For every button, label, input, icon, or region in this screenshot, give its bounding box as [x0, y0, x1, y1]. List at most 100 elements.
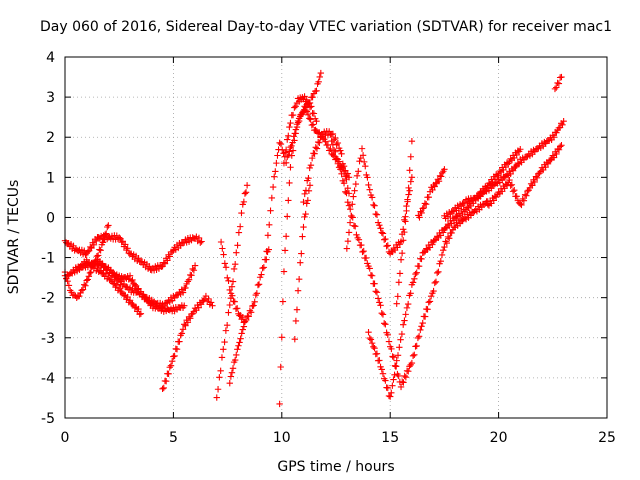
data-point	[249, 302, 256, 310]
data-point	[291, 335, 299, 343]
data-point	[231, 356, 239, 364]
data-point	[197, 239, 204, 246]
data-point	[377, 302, 384, 309]
data-point	[313, 145, 321, 152]
data-point	[372, 210, 379, 218]
data-point	[274, 152, 281, 159]
data-point	[554, 79, 561, 87]
data-point	[281, 149, 289, 156]
data-point	[533, 174, 541, 181]
data-point	[81, 281, 88, 288]
data-point	[291, 104, 298, 111]
tick-layer: 0 5 10 15 20 25 -5 -4 -3 -2 -1 0 1 2 3 4	[41, 50, 616, 446]
x-tick-label: 0	[61, 430, 70, 446]
data-point	[349, 214, 356, 221]
data-point	[285, 197, 292, 204]
data-point	[376, 357, 383, 364]
data-point	[401, 317, 408, 324]
data-point	[511, 186, 518, 194]
data-point	[136, 311, 143, 318]
data-point	[418, 209, 425, 217]
data-point	[373, 211, 381, 218]
data-point	[351, 187, 358, 194]
data-point	[338, 170, 345, 178]
data-point	[329, 130, 337, 138]
data-point	[286, 179, 293, 187]
data-point	[420, 249, 428, 256]
data-point	[364, 260, 371, 267]
data-point	[221, 260, 229, 267]
data-point	[404, 300, 412, 308]
data-point	[65, 282, 73, 289]
data-point	[370, 201, 377, 209]
data-point	[368, 194, 376, 201]
data-point	[303, 200, 310, 207]
data-point	[173, 345, 181, 353]
data-point	[403, 207, 410, 215]
data-point	[254, 281, 262, 289]
data-point	[293, 306, 301, 313]
data-point	[355, 168, 362, 175]
data-point	[240, 198, 248, 206]
y-tick-label: -1	[41, 251, 55, 267]
y-tick-label: -5	[41, 411, 55, 427]
data-point	[216, 374, 223, 381]
data-point	[322, 138, 329, 145]
data-point	[437, 173, 445, 180]
data-point	[85, 273, 93, 280]
data-point	[234, 346, 241, 353]
data-point	[307, 162, 315, 169]
data-point	[345, 202, 353, 209]
data-point	[102, 230, 110, 237]
data-point	[126, 297, 134, 304]
data-point	[439, 247, 447, 254]
data-point	[400, 379, 407, 386]
data-point	[433, 269, 441, 277]
data-point	[421, 200, 429, 207]
data-point	[209, 302, 216, 309]
data-point	[285, 132, 292, 140]
data-point	[370, 343, 377, 351]
data-point	[332, 148, 339, 155]
data-point	[161, 260, 169, 267]
data-point	[107, 267, 114, 274]
data-point	[392, 363, 399, 370]
data-point	[355, 236, 363, 243]
data-point	[86, 269, 94, 277]
data-point	[308, 121, 316, 129]
data-point	[395, 279, 403, 286]
data-point	[197, 301, 205, 308]
data-point	[435, 178, 443, 185]
data-point	[301, 93, 308, 100]
data-point	[382, 235, 389, 243]
data-point	[315, 78, 322, 86]
data-point	[368, 272, 376, 279]
data-point	[97, 247, 104, 254]
data-point	[550, 133, 558, 141]
data-point	[164, 257, 171, 264]
data-point	[313, 87, 320, 94]
data-point	[135, 305, 142, 313]
data-point	[233, 249, 240, 256]
data-point	[251, 298, 258, 306]
data-point	[185, 276, 193, 283]
data-point	[358, 241, 365, 249]
data-point	[439, 169, 446, 176]
data-point	[231, 298, 238, 305]
data-point	[390, 354, 398, 361]
data-point	[399, 378, 406, 385]
data-point	[408, 138, 416, 145]
data-point	[431, 236, 438, 244]
data-point	[259, 264, 266, 272]
data-point	[82, 282, 89, 289]
data-point	[84, 276, 91, 283]
data-point	[402, 218, 409, 225]
data-point	[286, 148, 293, 155]
series-sat-t	[441, 117, 567, 222]
y-tick-label: -4	[41, 371, 55, 387]
data-point	[187, 315, 194, 322]
data-point	[506, 176, 513, 184]
data-point	[308, 154, 316, 162]
data-point	[328, 137, 335, 145]
